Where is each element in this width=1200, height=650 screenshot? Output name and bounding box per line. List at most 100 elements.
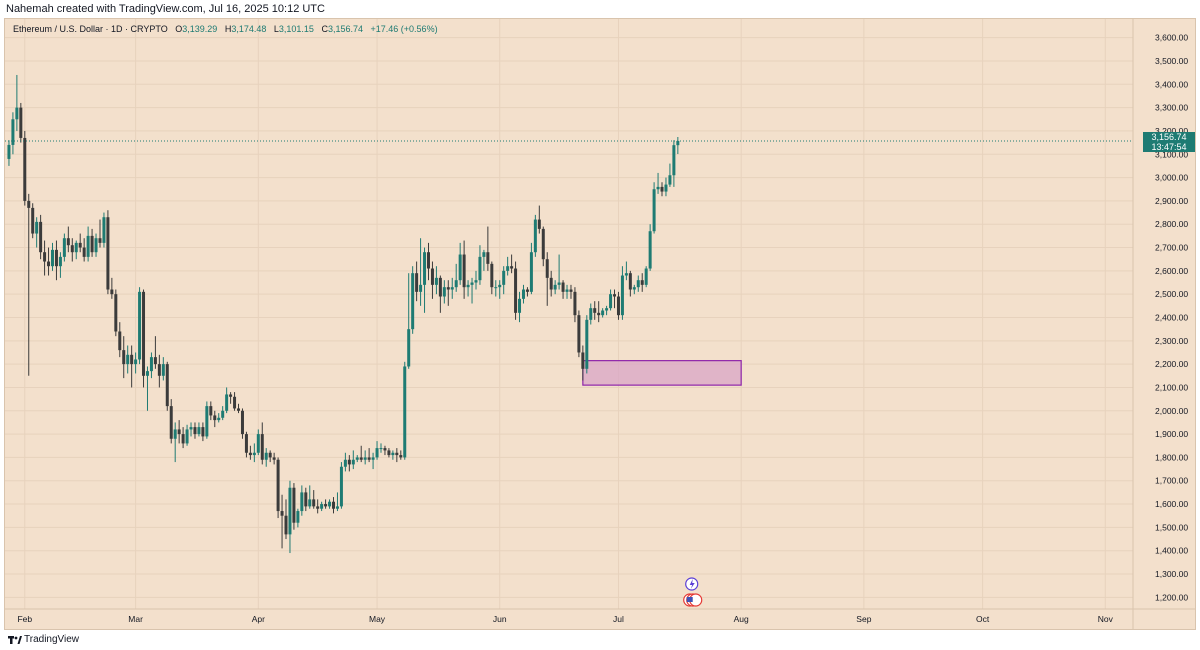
candle-body — [668, 175, 672, 185]
candle — [668, 163, 672, 187]
candle-body — [462, 254, 466, 288]
candle-body — [367, 457, 371, 460]
candle — [134, 352, 138, 374]
candle-body — [50, 249, 54, 267]
low-value: 3,101.15 — [278, 24, 314, 34]
price-tick-label: 3,600.00 — [1155, 33, 1188, 43]
candle — [300, 485, 304, 516]
candle-body — [130, 354, 134, 365]
candle — [62, 233, 66, 262]
candle-body — [577, 315, 581, 353]
candle-body — [35, 221, 39, 234]
candle-body — [58, 256, 62, 267]
time-tick-label: Apr — [252, 614, 265, 624]
candle-body — [521, 289, 525, 299]
candle-body — [260, 434, 264, 460]
candle — [478, 245, 482, 285]
candle-body — [537, 219, 541, 229]
candle-body — [153, 357, 157, 365]
candle — [648, 224, 652, 271]
candle — [320, 501, 324, 512]
candle-body — [335, 506, 339, 509]
candle — [399, 450, 403, 460]
candle-body — [423, 252, 427, 285]
candle-body — [225, 394, 229, 411]
candle — [565, 284, 569, 299]
candle-body — [47, 261, 51, 267]
candle-body — [407, 329, 411, 367]
candle-body — [636, 280, 640, 288]
price-chart[interactable]: 1,200.00 1,300.00 1,400.00 1,500.00 1,600.00… — [5, 19, 1195, 629]
candle-body — [173, 429, 177, 439]
candle-body — [181, 434, 185, 444]
candle — [308, 485, 312, 509]
candle — [50, 242, 54, 271]
low-label: L — [273, 24, 279, 34]
candle — [597, 301, 601, 323]
price-tick-label: 3,400.00 — [1155, 79, 1188, 89]
candle — [423, 247, 427, 313]
candle-body — [165, 364, 169, 407]
lightning-event-icon[interactable] — [685, 577, 699, 591]
candle — [288, 480, 292, 554]
candle — [415, 261, 419, 302]
candle-body — [292, 487, 296, 523]
candle — [620, 266, 624, 320]
candle-body — [233, 396, 237, 409]
candle-body — [644, 268, 648, 285]
candle — [98, 219, 102, 248]
candle — [616, 291, 620, 320]
candle-body — [605, 308, 609, 311]
price-tick-label: 3,300.00 — [1155, 103, 1188, 113]
candle — [23, 130, 27, 206]
candle-body — [533, 219, 537, 253]
ohlc-legend: Ethereum / U.S. Dollar · 1D · CRYPTO O3,… — [13, 24, 438, 34]
candle — [502, 266, 506, 295]
price-tick-label: 2,200.00 — [1155, 359, 1188, 369]
candle-body — [308, 499, 312, 507]
candle-body — [494, 287, 498, 289]
candle-body — [229, 394, 233, 397]
candle — [494, 280, 498, 297]
candle — [193, 422, 197, 439]
economic-event-icon[interactable] — [683, 593, 703, 607]
candle-body — [134, 359, 138, 365]
candle-body — [312, 499, 316, 507]
candle-body — [82, 247, 86, 257]
candle-body — [138, 291, 142, 360]
candle-body — [585, 319, 589, 369]
candle-body — [70, 245, 74, 253]
candle-body — [177, 429, 181, 435]
candle — [237, 403, 241, 414]
candle — [474, 270, 478, 290]
candle-body — [557, 282, 561, 285]
candle — [371, 452, 375, 470]
candle — [324, 499, 328, 509]
candle-body — [197, 427, 201, 435]
candle-body — [506, 266, 510, 271]
tradingview-logo-icon[interactable] — [8, 635, 22, 645]
candle — [391, 450, 395, 460]
candle — [506, 256, 510, 276]
price-tick-label: 2,300.00 — [1155, 336, 1188, 346]
candle-body — [359, 457, 363, 460]
candle-body — [624, 273, 628, 276]
candle-body — [19, 107, 23, 138]
candle — [19, 102, 23, 143]
candle — [466, 280, 470, 297]
candle-body — [284, 515, 288, 535]
candle-body — [502, 270, 506, 285]
candle — [74, 240, 78, 260]
candle-body — [434, 277, 438, 285]
candle-body — [343, 459, 347, 467]
candle — [462, 240, 466, 299]
candle-body — [403, 366, 407, 458]
chart-area[interactable]: 1,200.00 1,300.00 1,400.00 1,500.00 1,600.00… — [4, 18, 1196, 630]
candle — [205, 401, 209, 439]
candle — [106, 210, 110, 295]
candle-body — [74, 242, 78, 253]
candle-body — [66, 238, 70, 246]
candle-body — [205, 406, 209, 437]
candle-body — [581, 352, 585, 369]
attribution-text: Nahemah created with TradingView.com, Ju… — [6, 3, 325, 15]
